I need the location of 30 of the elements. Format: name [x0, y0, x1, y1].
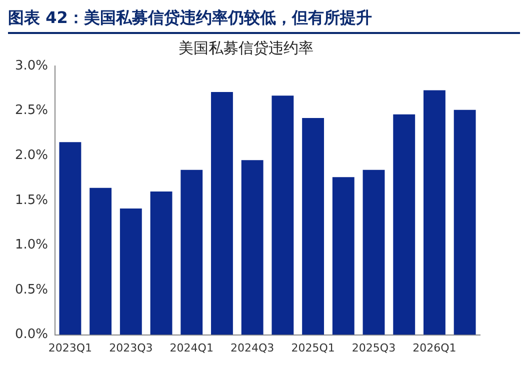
x-tick-label: 2025Q3 — [352, 341, 396, 354]
x-tick-label: 2025Q1 — [291, 341, 335, 354]
chart-title: 美国私募信贷违约率 — [178, 38, 314, 57]
y-tick-label: 3.0% — [14, 58, 48, 74]
bar — [272, 96, 294, 335]
bar — [150, 191, 172, 335]
bar — [393, 114, 416, 335]
bar — [120, 208, 142, 335]
bar — [454, 110, 476, 335]
x-tick-label: 2024Q1 — [170, 341, 214, 354]
bar — [241, 160, 264, 335]
bar — [424, 90, 446, 335]
x-tick-label: 2026Q1 — [412, 341, 456, 354]
y-tick-label: 0.0% — [14, 327, 48, 342]
bar — [59, 142, 82, 335]
y-tick-label: 1.0% — [14, 238, 48, 253]
y-tick-label: 2.0% — [14, 148, 48, 163]
bar — [90, 188, 112, 335]
bar — [362, 170, 385, 335]
chart-subtitle: 图表 42：美国私募信贷违约率仍较低，但有所提升 — [8, 8, 520, 34]
y-tick-label: 2.5% — [14, 103, 48, 118]
bar — [211, 92, 233, 335]
bar — [302, 118, 324, 335]
x-tick-label: 2023Q3 — [109, 341, 153, 354]
y-tick-label: 1.5% — [14, 192, 48, 208]
bar — [180, 170, 203, 335]
y-tick-label: 0.5% — [14, 282, 48, 298]
x-tick-label: 2024Q3 — [230, 341, 274, 354]
x-tick-label: 2023Q1 — [48, 341, 92, 354]
bar — [332, 177, 354, 335]
